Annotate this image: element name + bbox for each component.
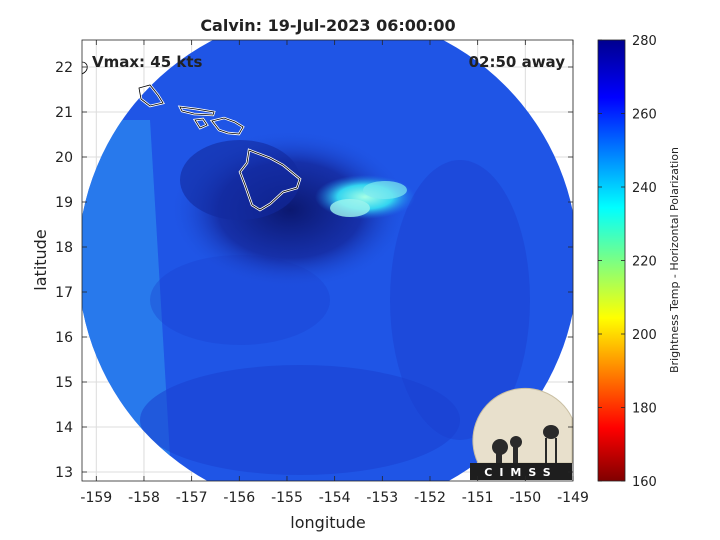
- axes: -159 -158 -157 -156 -155 -154 -153 -152 -151 -150…: [55, 40, 589, 506]
- x-tick-label: -150: [509, 490, 541, 506]
- y-axis-label: latitude: [31, 229, 50, 290]
- x-tick-label: -158: [128, 490, 160, 506]
- x-tick-label: -157: [176, 490, 208, 506]
- x-tick-label: -155: [271, 490, 303, 506]
- y-tick-label: 14: [55, 420, 73, 436]
- y-tick-label: 15: [55, 375, 73, 391]
- y-tick-label: 21: [55, 105, 73, 121]
- x-tick-label: -159: [80, 490, 112, 506]
- y-tick-label: 22: [55, 60, 73, 76]
- vmax-annotation: Vmax: 45 kts: [92, 53, 202, 71]
- y-tick-label: 20: [55, 150, 73, 166]
- colorbar-tick-label: 180: [632, 402, 657, 417]
- cimss-logo: CIMSS: [470, 387, 573, 480]
- colorbar: 160 180 200 220 240 260 280 Brightness Temp - …: [597, 34, 681, 490]
- x-tick-label: -149: [557, 490, 589, 506]
- x-tick-label: -153: [366, 490, 398, 506]
- y-tick-label: 19: [55, 195, 73, 211]
- x-tick-label: -151: [462, 490, 494, 506]
- colorbar-tick-label: 200: [632, 328, 657, 343]
- colorbar-tick-label: 220: [632, 255, 657, 270]
- x-tick-label: -152: [414, 490, 446, 506]
- cimss-logo-text: CIMSS: [484, 466, 557, 479]
- colorbar-tick-label: 280: [632, 34, 657, 49]
- y-tick-label: 13: [55, 465, 73, 481]
- colorbar-tick-label: 160: [632, 475, 657, 490]
- y-tick-label: 16: [55, 330, 73, 346]
- colorbar-label: Brightness Temp - Horizontal Polarizatio…: [668, 147, 681, 373]
- colorbar-tick-label: 240: [632, 181, 657, 196]
- colorbar-tick-label: 260: [632, 108, 657, 123]
- x-tick-label: -154: [319, 490, 351, 506]
- y-tick-label: 17: [55, 285, 73, 301]
- chart-title: Calvin: 19-Jul-2023 06:00:00: [200, 16, 455, 35]
- y-tick-label: 18: [55, 240, 73, 256]
- colorbar-gradient: [597, 39, 626, 482]
- x-tick-label: -156: [223, 490, 255, 506]
- x-axis-label: longitude: [290, 513, 365, 532]
- plot-frame: [81, 39, 574, 482]
- time-away-annotation: 02:50 away: [469, 53, 566, 71]
